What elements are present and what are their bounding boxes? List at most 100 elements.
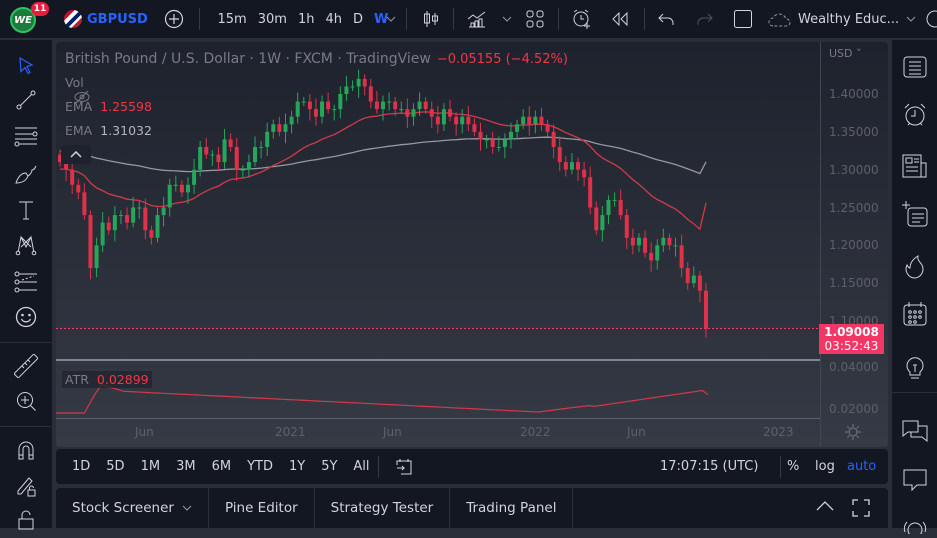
date-range-toolbar: 1D 5D 1M 3M 6M YTD 1Y 5Y All 17:07:15 (UTC) % lo… — [56, 449, 888, 484]
tab-label: Stock Screener — [72, 500, 174, 516]
measure-tool[interactable] — [14, 354, 38, 378]
redo-button[interactable] — [697, 0, 713, 38]
range-all[interactable]: All — [353, 459, 370, 474]
chart-settings-button[interactable] — [844, 423, 862, 441]
indicators-dropdown[interactable] — [502, 0, 512, 38]
range-1m[interactable]: 1M — [140, 459, 161, 474]
cursor-tool[interactable] — [14, 54, 38, 78]
trend-line-tool[interactable] — [14, 88, 38, 112]
divider — [892, 392, 937, 393]
icon-tool[interactable] — [14, 305, 38, 329]
eye-off-icon[interactable] — [73, 90, 91, 104]
range-5y[interactable]: 5Y — [321, 459, 338, 474]
replay-button[interactable] — [611, 0, 629, 38]
watchlist-button[interactable] — [901, 53, 929, 81]
compare-symbol-button[interactable] — [164, 0, 184, 38]
create-alert-button[interactable] — [571, 0, 593, 38]
interval-30m[interactable]: 30m — [257, 11, 287, 27]
atr-legend[interactable]: ATR 0.02899 — [62, 371, 152, 388]
magnet-tool[interactable] — [14, 438, 38, 462]
interval-D[interactable]: D — [352, 11, 363, 27]
volume-legend[interactable]: Vol — [65, 75, 91, 104]
broadcast-icon — [903, 521, 927, 534]
top-toolbar: WE 11 GBPUSD 15m 30m 1h 4h D W Wealthy — [0, 0, 937, 38]
zoom-in-tool[interactable] — [14, 389, 38, 413]
volume-label: Vol — [65, 75, 84, 90]
chevron-up-icon — [70, 151, 82, 158]
indicators-button[interactable] — [467, 0, 487, 38]
layout-name-button[interactable]: Wealthy Educ... — [768, 0, 899, 38]
calendar-button[interactable] — [901, 300, 929, 328]
plus-circle-icon — [164, 9, 184, 29]
private-chats-button[interactable] — [901, 466, 929, 494]
tab-strategy-tester[interactable]: Strategy Tester — [315, 488, 451, 528]
pattern-tool[interactable] — [14, 233, 38, 257]
divider — [453, 8, 454, 30]
text-tool[interactable] — [14, 198, 38, 222]
indicators-icon — [467, 11, 486, 28]
tab-label: Pine Editor — [224, 500, 298, 516]
lock-drawings-tool[interactable] — [14, 474, 38, 498]
percent-scale-toggle[interactable]: % — [787, 459, 800, 474]
lock-all-tool[interactable] — [14, 508, 38, 532]
chat-bubbles-icon — [902, 420, 928, 443]
maximize-panel-button[interactable] — [852, 499, 870, 517]
undo-button[interactable] — [658, 0, 674, 38]
ideas-button[interactable] — [901, 353, 929, 381]
goto-date-button[interactable] — [395, 458, 413, 476]
range-6m[interactable]: 6M — [211, 459, 232, 474]
quick-search-button[interactable] — [925, 0, 937, 38]
symbol-search-button[interactable]: GBPUSD — [64, 0, 148, 38]
news-button[interactable] — [901, 152, 929, 180]
tab-stock-screener[interactable]: Stock Screener — [56, 488, 209, 528]
tab-trading-panel[interactable]: Trading Panel — [450, 488, 574, 528]
chart-pane[interactable]: British Pound / U.S. Dollar · 1W · FXCM … — [56, 42, 888, 447]
interval-1h[interactable]: 1h — [297, 11, 315, 27]
interval-dropdown[interactable] — [386, 0, 396, 38]
streams-button[interactable] — [901, 510, 929, 538]
alerts-button[interactable] — [901, 101, 929, 129]
tab-pine-editor[interactable]: Pine Editor — [209, 488, 315, 528]
flame-icon — [905, 254, 924, 279]
clock-timezone[interactable]: 17:07:15 (UTC) — [660, 459, 759, 474]
horizontal-lines-icon — [14, 127, 38, 147]
range-3m[interactable]: 3M — [176, 459, 196, 474]
chevron-down-icon — [502, 16, 512, 22]
expand-panel-button[interactable] — [816, 501, 834, 511]
chats-button[interactable] — [901, 417, 929, 445]
interval-4h[interactable]: 4h — [325, 11, 342, 27]
currency-selector[interactable]: USD ˅ — [829, 47, 862, 60]
ideas-stream-button[interactable] — [901, 200, 929, 228]
price-chart-canvas[interactable] — [56, 42, 888, 447]
interval-W[interactable]: W — [373, 11, 389, 27]
ema-slow-value: 1.31032 — [100, 123, 152, 138]
log-scale-toggle[interactable]: log — [815, 459, 835, 474]
price-label: 1.35000 — [829, 125, 879, 139]
cursor-arrow-icon — [19, 56, 34, 75]
hotlists-button[interactable] — [901, 253, 929, 281]
collapse-legend-button[interactable] — [61, 145, 91, 164]
atr-value: 0.02899 — [96, 372, 149, 387]
fullscreen-toggle[interactable] — [733, 0, 753, 38]
interval-15m[interactable]: 15m — [217, 11, 247, 27]
layouts-button[interactable] — [526, 0, 544, 38]
range-1d[interactable]: 1D — [72, 459, 91, 474]
ema-slow-legend[interactable]: EMA 1.31032 — [65, 123, 152, 138]
atr-label: ATR — [65, 372, 89, 387]
pencil-lock-icon — [17, 477, 36, 497]
smiley-icon — [15, 306, 37, 328]
range-5d[interactable]: 5D — [106, 459, 125, 474]
atr-axis-label: 0.04000 — [829, 360, 879, 374]
layout-dropdown[interactable] — [906, 0, 916, 38]
right-sidebar — [892, 40, 937, 534]
list-icon — [903, 56, 927, 78]
range-1y[interactable]: 1Y — [288, 459, 306, 474]
brush-tool[interactable] — [14, 162, 38, 186]
chevron-down-icon — [386, 16, 396, 22]
fib-tool[interactable] — [14, 124, 38, 148]
range-ytd[interactable]: YTD — [247, 459, 273, 474]
chart-type-button[interactable] — [422, 0, 440, 38]
prediction-tool[interactable] — [14, 270, 38, 294]
ema-fast-legend[interactable]: EMA 1.25598 — [65, 99, 152, 114]
auto-scale-toggle[interactable]: auto — [847, 459, 877, 474]
